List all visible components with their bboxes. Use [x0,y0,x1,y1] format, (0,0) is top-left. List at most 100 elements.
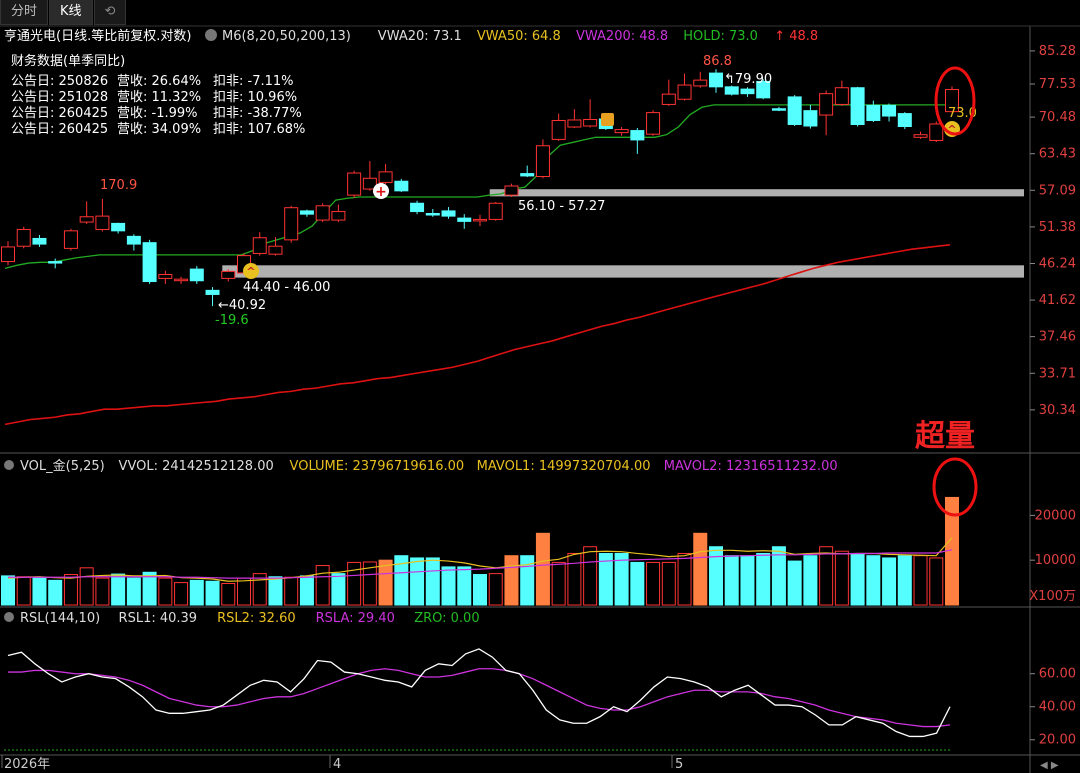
fin-row-date: 公告日: 260425 [11,122,108,137]
volume-bar [425,557,440,606]
plus-signal-icon [373,183,389,199]
candle-body [630,130,645,141]
rsl-axis-label: 40.00 [1039,700,1076,715]
candle-body [614,129,629,134]
volume-bar [803,555,818,606]
support-zone [489,189,1024,197]
vwa200-line [4,243,951,426]
candle-body [410,202,425,213]
candle-body [252,237,267,254]
fin-title: 财务数据(单季同比) [11,53,125,69]
volume-bar [535,532,550,606]
volume-legend-item: VOL_金(5,25) [20,458,105,474]
candle-body [378,171,393,183]
mavol2-line [8,549,953,579]
volume-bar [913,555,928,606]
fin-row-revenue: 营收: 26.64% [117,74,201,89]
fin-row-revenue: 营收: -1.99% [117,106,198,121]
volume-bar [850,552,865,606]
candle-body [1,246,15,263]
volume-bar [331,573,346,606]
candle-body [331,211,346,221]
volume-legend-item: VVOL: 24142512128.00 [119,459,274,474]
volume-bar [48,579,63,606]
candle-body [834,87,849,105]
volume-settings-icon [4,460,14,470]
candle-body [803,110,818,127]
fin-row-date: 公告日: 260425 [11,106,108,121]
volume-bar [677,552,692,606]
candle-body [63,230,78,249]
volume-bar [378,559,393,606]
rsl-legend-item: RSLA: 29.40 [316,611,395,626]
candle-body [882,104,897,117]
volume-bar [551,561,566,606]
candle-body [693,79,708,87]
support-zone [222,265,1024,278]
buy-signal-glyph: ^ [947,123,956,136]
zone-label-1: 44.40 - 46.00 [243,280,330,295]
candle-body [142,242,157,283]
candle-body [268,245,283,255]
volume-bar [897,555,912,606]
settings-icon [205,29,217,41]
candle-body [441,210,456,217]
candle-body [756,80,771,99]
main-legend-item: VWA20: 73.1 [378,29,462,44]
fin-row-profit: 扣非: 10.96% [213,90,297,105]
candle-body [284,207,299,241]
volume-bar [504,555,519,606]
volume-bar [929,557,944,606]
candle-body [850,87,865,125]
high-marker-left: 170.9 [100,178,137,193]
candle-body [362,177,377,190]
x-axis-label: 5 [675,757,683,772]
volume-bar [693,532,708,606]
volume-bar [740,555,755,606]
volume-bar [142,571,157,606]
price-axis-label: 46.24 [1039,257,1076,272]
candle-body [158,273,173,279]
rsl-legend-item: RSL2: 32.60 [217,611,296,626]
volume-bar [362,561,377,606]
volume-bar [158,577,173,606]
volume-bar [567,552,582,606]
candle-body [709,72,723,88]
volume-bar [16,576,31,606]
volume-bar [771,546,786,606]
buy-signal-glyph: ^ [246,265,255,278]
volume-bar [221,582,236,606]
candle-body [299,210,314,215]
candle-body [488,202,503,220]
highlight-circle-volume [932,457,978,517]
fin-row-revenue: 营收: 11.32% [117,90,201,105]
candle-body [771,108,786,111]
volume-bar [174,582,189,606]
refresh-icon[interactable]: ⟲ [93,0,127,25]
volume-bar [252,573,267,606]
volume-bar [630,561,645,606]
candle-body [457,217,472,222]
volume-bar [1,575,15,606]
price-axis-label: 63.43 [1039,147,1076,162]
volume-unit: X100万 [1029,589,1076,604]
candle-body [205,289,220,295]
volume-bar [32,576,47,606]
volume-bar [268,576,283,606]
tab-intraday[interactable]: 分时 [0,0,49,25]
volume-bar [709,546,723,606]
price-axis-label: 57.09 [1039,183,1076,198]
volume-bar [598,552,613,606]
volume-bar [126,577,141,606]
rsl1-line [7,648,951,738]
volume-bar [410,557,425,606]
volume-bar [473,574,487,606]
candle-body [677,84,692,100]
volume-bar [882,557,897,606]
candle-body [567,119,582,128]
volume-bar [111,573,126,606]
candle-body [661,93,676,105]
candle-body [394,180,409,192]
candle-body [347,172,362,196]
tab-kline[interactable]: K线 [49,0,93,25]
